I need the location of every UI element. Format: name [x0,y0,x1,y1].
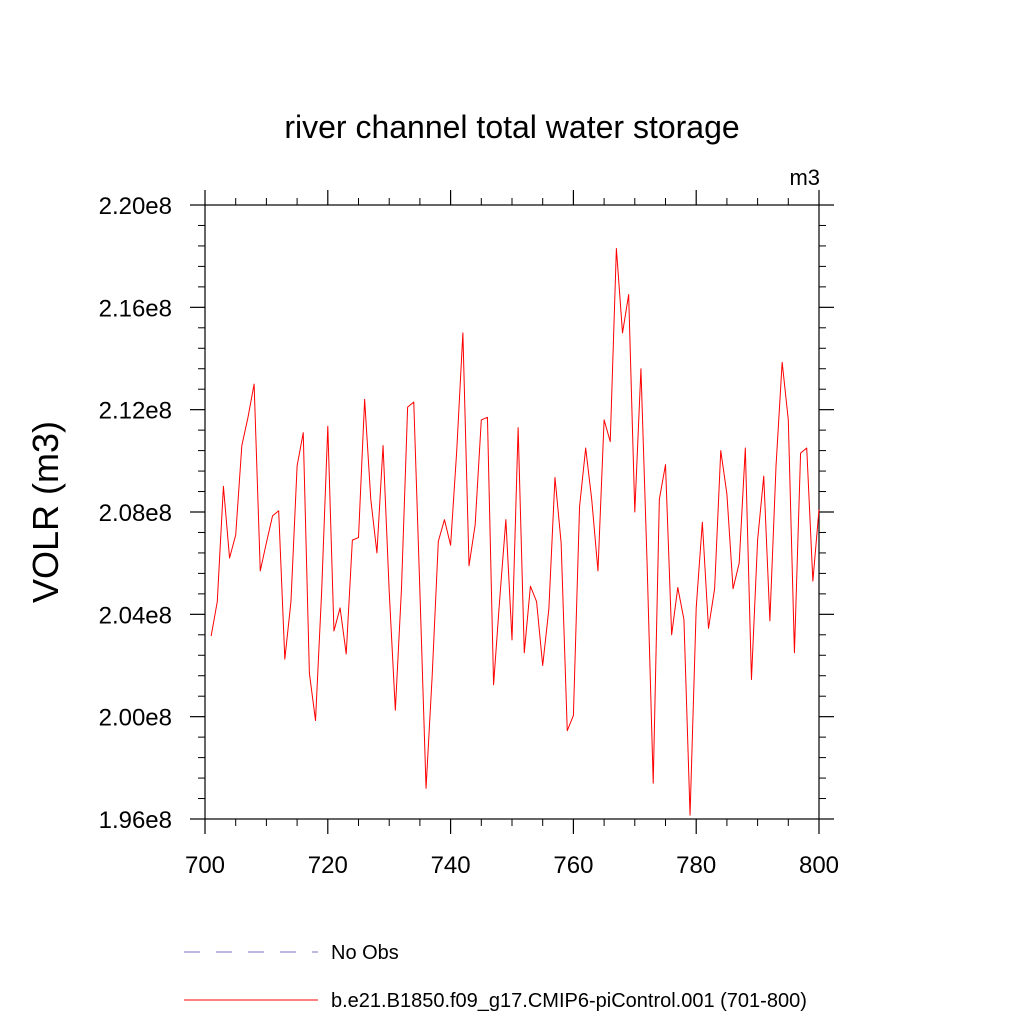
y-tick-label: 2.16e8 [99,295,172,322]
legend-label-1: b.e21.B1850.f09_g17.CMIP6-piControl.001 … [331,990,807,1012]
chart-title: river channel total water storage [284,109,739,145]
legend: No Obs b.e21.B1850.f09_g17.CMIP6-piContro… [184,942,807,1012]
plot-frame [204,204,820,820]
x-tick-label: 700 [185,852,225,879]
y-axis-label: VOLR (m3) [25,421,66,603]
tick-marks [190,190,834,834]
y-tick-label: 2.12e8 [99,398,172,425]
x-tick-label: 740 [431,852,471,879]
y-tick-label: 2.20e8 [99,193,172,220]
x-tick-label: 800 [799,852,839,879]
y-tick-label: 1.96e8 [99,807,172,834]
x-tick-label: 780 [676,852,716,879]
x-tick-label: 760 [553,852,593,879]
legend-label-0: No Obs [331,942,399,964]
y-tick-label: 2.08e8 [99,500,172,527]
y-tick-label: 2.04e8 [99,602,172,629]
y-tick-label: 2.00e8 [99,705,172,732]
x-tick-label: 720 [308,852,348,879]
series-line-0 [210,247,820,816]
units-label: m3 [789,165,820,190]
y-tick-labels: 1.96e8 2.00e8 2.04e8 2.08e8 2.12e8 2.16e8 2.20… [99,193,172,834]
x-tick-labels: 700 720 740 760 780 800 [185,852,839,879]
series-lines [210,247,820,816]
